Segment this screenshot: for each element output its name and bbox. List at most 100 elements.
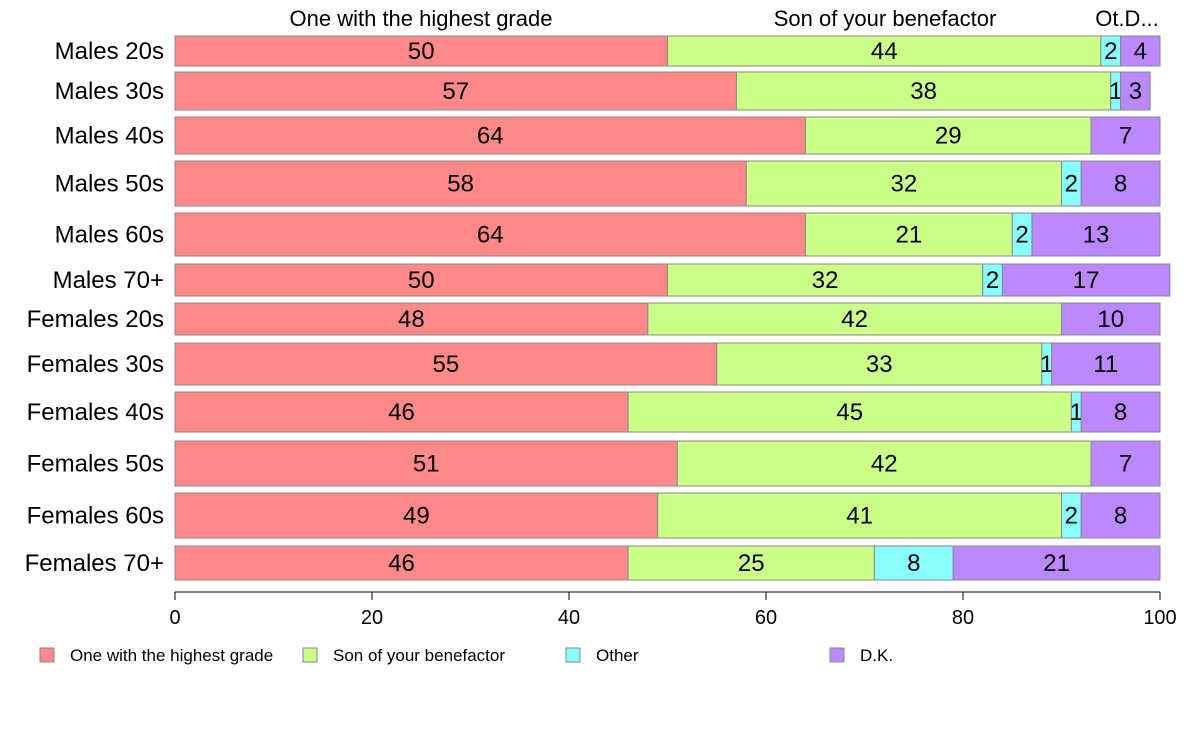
bar-segment: [716, 342, 1043, 386]
data-label: 8: [1114, 503, 1127, 530]
category-label: Males 60s: [55, 222, 164, 249]
bar-segment: [676, 440, 1092, 487]
data-label: 32: [891, 171, 918, 198]
legend-swatch: [829, 647, 845, 663]
top-segment-label: Ot.D...: [1095, 6, 1159, 31]
data-label: 33: [866, 351, 893, 378]
data-label: 1: [1040, 351, 1053, 378]
data-label: 46: [388, 399, 415, 426]
bar-segment: [1051, 342, 1161, 386]
top-segment-label: One with the highest grade: [290, 6, 553, 31]
category-label: Males 30s: [55, 78, 164, 105]
data-label: 21: [1043, 550, 1070, 577]
data-label: 46: [388, 550, 415, 577]
category-label: Females 70+: [25, 550, 164, 577]
legend-swatch: [565, 647, 581, 663]
x-tick-label: 40: [558, 607, 580, 629]
bar-segment: [174, 342, 718, 386]
data-label: 11: [1093, 351, 1118, 378]
data-label: 2: [1065, 503, 1078, 530]
data-label: 57: [442, 78, 469, 105]
data-label: 2: [1065, 171, 1078, 198]
data-label: 38: [910, 78, 937, 105]
category-label: Females 40s: [27, 399, 164, 426]
bar-segment: [1080, 492, 1161, 539]
bar-segment: [174, 440, 678, 487]
data-label: 50: [408, 267, 435, 294]
legend-entry: One with the highest grade: [70, 646, 273, 665]
bar-segment: [1120, 35, 1161, 67]
bar-segment: [174, 302, 649, 336]
x-tick-label: 20: [361, 607, 383, 629]
data-label: 48: [398, 306, 425, 333]
data-label: 50: [408, 38, 435, 65]
data-label: 32: [812, 267, 839, 294]
data-label: 8: [907, 550, 920, 577]
legend-entry: D.K.: [860, 646, 893, 665]
category-label: Females 50s: [27, 451, 164, 478]
bar-segment: [804, 116, 1092, 155]
category-label: Males 20s: [55, 38, 164, 65]
data-label: 10: [1097, 306, 1124, 333]
data-label: 7: [1119, 123, 1132, 150]
data-label: 7: [1119, 451, 1132, 478]
legend-swatch: [39, 647, 55, 663]
data-label: 17: [1073, 267, 1100, 294]
bar-segment: [174, 391, 629, 433]
bar-segment: [745, 160, 1062, 207]
category-label: Females 30s: [27, 351, 164, 378]
data-label: 13: [1083, 222, 1110, 249]
bar-segment: [1061, 302, 1161, 336]
bar-segment: [174, 116, 806, 155]
bar-segment: [174, 35, 668, 67]
data-label: 45: [836, 399, 863, 426]
x-tick-label: 0: [169, 607, 180, 629]
data-label: 21: [895, 222, 922, 249]
data-label: 1: [1070, 399, 1083, 426]
bar-segment: [174, 545, 629, 581]
legend-entry: Son of your benefactor: [333, 646, 505, 665]
x-tick-label: 80: [952, 607, 974, 629]
category-label: Females 20s: [27, 306, 164, 333]
data-label: 49: [403, 503, 430, 530]
data-label: 42: [871, 451, 898, 478]
bar-segment: [174, 160, 747, 207]
legend-swatch: [302, 647, 318, 663]
bar-segment: [1080, 391, 1161, 433]
data-label: 1: [1109, 78, 1122, 105]
x-tick-label: 60: [755, 607, 777, 629]
top-segment-label: Son of your benefactor: [774, 6, 997, 31]
category-label: Males 70+: [53, 267, 164, 294]
data-label: 44: [871, 38, 898, 65]
legend-entry: Other: [596, 646, 639, 665]
bar-segment: [804, 212, 1013, 257]
category-label: Females 60s: [27, 503, 164, 530]
category-label: Males 50s: [55, 171, 164, 198]
bar-segment: [627, 545, 875, 581]
bar-segment: [1120, 71, 1151, 111]
data-label: 58: [447, 171, 474, 198]
data-label: 8: [1114, 399, 1127, 426]
bar-segment: [174, 492, 659, 539]
bar-segment: [952, 545, 1161, 581]
data-label: 64: [477, 222, 504, 249]
data-label: 55: [433, 351, 460, 378]
data-label: 8: [1114, 171, 1127, 198]
category-label: Males 40s: [55, 123, 164, 150]
bar-segment: [174, 71, 737, 111]
data-label: 3: [1129, 78, 1142, 105]
data-label: 41: [846, 503, 873, 530]
bar-segment: [667, 263, 984, 297]
data-label: 25: [738, 550, 765, 577]
bar-segment: [735, 71, 1112, 111]
data-label: 51: [413, 451, 440, 478]
data-label: 2: [1104, 38, 1117, 65]
bar-segment: [627, 391, 1072, 433]
bar-segment: [174, 263, 668, 297]
bar-segment: [1090, 440, 1161, 487]
bar-segment: [647, 302, 1062, 336]
bar-segment: [1080, 160, 1161, 207]
bar-segment: [174, 212, 806, 257]
